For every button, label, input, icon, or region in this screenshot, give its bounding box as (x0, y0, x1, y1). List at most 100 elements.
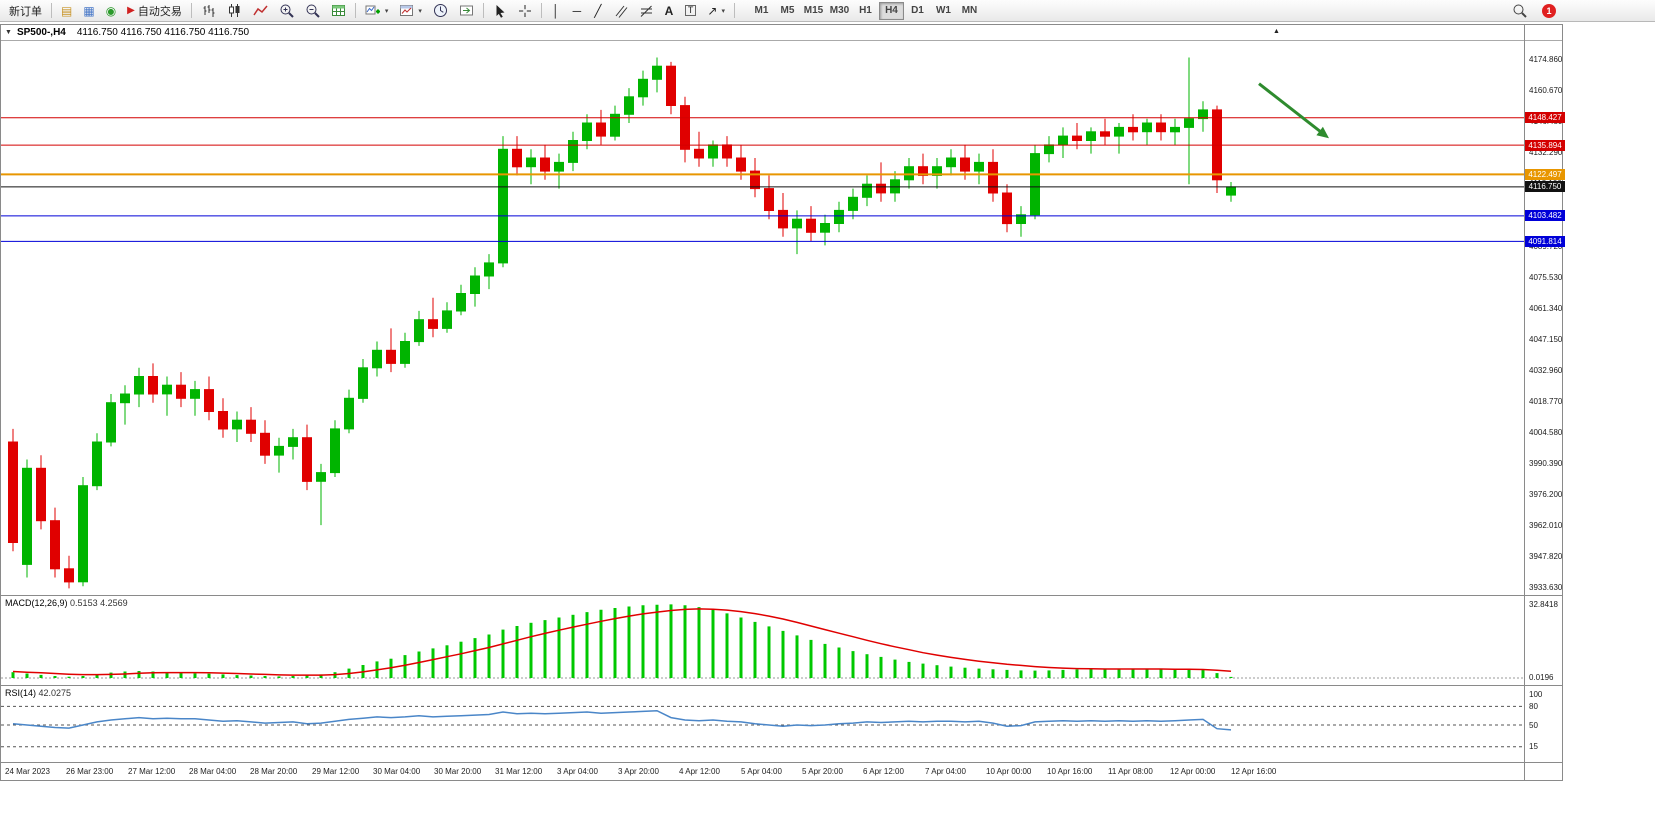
navigator-icon: ◉ (105, 3, 117, 18)
search-button[interactable] (1507, 1, 1532, 20)
data-window-button[interactable]: ▦ (78, 1, 99, 20)
macd-name: MACD(12,26,9) (5, 598, 68, 608)
price-chart-pane[interactable] (1, 40, 1524, 595)
time-axis-label: 3 Apr 20:00 (618, 767, 659, 776)
new-chart-button[interactable]: ▾ (360, 1, 394, 20)
time-axis-label: 29 Mar 12:00 (312, 767, 360, 776)
rsi-canvas[interactable] (1, 686, 1524, 762)
market-watch-icon: ▤ (61, 3, 73, 18)
time-axis-label: 31 Mar 12:00 (495, 767, 543, 776)
price-line-label[interactable]: 4091.814 (1525, 236, 1565, 247)
chart-shift-icon (459, 5, 473, 16)
trendline-button[interactable]: ╱ (588, 1, 608, 20)
price-tick: 4032.960 (1529, 366, 1563, 375)
text-tool-button[interactable]: A (659, 1, 679, 20)
new-order-button[interactable]: 新订单 (4, 1, 47, 20)
price-axis[interactable]: 4174.8604160.6704146.4804132.2904118.100… (1525, 25, 1565, 780)
fibonacci-icon (640, 5, 652, 17)
crosshair-icon (518, 4, 531, 17)
chart-symbol: SP500-,H4 (16, 27, 66, 38)
price-line-label[interactable]: 4116.750 (1525, 181, 1565, 192)
time-axis-label: 28 Mar 04:00 (189, 767, 237, 776)
table-icon (331, 5, 345, 16)
pane-divider[interactable] (1, 762, 1562, 763)
price-tick: 3947.820 (1529, 552, 1563, 561)
fibonacci-button[interactable] (634, 1, 658, 20)
horizontal-line-button[interactable]: ─ (567, 1, 587, 20)
dropdown-caret-icon: ▾ (418, 7, 422, 15)
zoom-out-button[interactable] (300, 1, 325, 20)
chart-menu-button[interactable]: ▼ (5, 29, 12, 36)
time-axis-label: 30 Mar 20:00 (434, 767, 482, 776)
time-axis-label: 24 Mar 2023 (5, 767, 50, 776)
macd-label: MACD(12,26,9) 0.5153 4.2569 (5, 598, 128, 608)
time-axis[interactable]: 24 Mar 2023 26 Mar 23:00 27 Mar 12:00 28 Ma… (1, 763, 1524, 782)
navigator-button[interactable]: ◉ (101, 1, 121, 20)
timeframe-button-d1[interactable]: D1 (905, 2, 930, 20)
chart-title-bar: ▼ SP500-,H4 4116.750 4116.750 4116.750 4… (1, 25, 1562, 40)
macd-pane[interactable]: MACD(12,26,9) 0.5153 4.2569 (1, 596, 1524, 685)
time-axis-label: 5 Apr 04:00 (741, 767, 782, 776)
pane-divider[interactable] (1, 595, 1562, 596)
timeframe-group: M1 M5 M15 M30 H1 H4 D1 W1 MN (749, 1, 982, 20)
macd-values: 0.5153 4.2569 (70, 598, 128, 608)
arrows-tool-icon: ↗ (707, 3, 718, 18)
price-line-label[interactable]: 4122.497 (1525, 169, 1565, 180)
time-axis-label: 4 Apr 12:00 (679, 767, 720, 776)
timeframe-button-mn[interactable]: MN (957, 2, 982, 20)
time-axis-label: 26 Mar 23:00 (66, 767, 114, 776)
toolbar-separator (733, 3, 735, 18)
timeframe-button-h4[interactable]: H4 (878, 1, 904, 20)
price-line-label[interactable]: 4103.482 (1525, 210, 1565, 221)
crosshair-button[interactable] (513, 1, 537, 20)
time-axis-label: 10 Apr 00:00 (986, 767, 1032, 776)
zoom-in-button[interactable] (274, 1, 299, 20)
price-line-label[interactable]: 4135.894 (1525, 140, 1565, 151)
timeframe-button-m15[interactable]: M15 (801, 2, 826, 20)
candlestick-chart-button[interactable] (222, 1, 247, 20)
auto-scroll-button[interactable] (454, 1, 479, 20)
price-tick: 4132.290 (1529, 148, 1563, 157)
label-tool-button[interactable]: T (680, 1, 702, 20)
vertical-line-button[interactable]: │ (546, 1, 566, 20)
price-line-label[interactable]: 4148.427 (1525, 112, 1565, 123)
timeframe-button-m1[interactable]: M1 (749, 2, 774, 20)
period-clock-button[interactable] (428, 1, 453, 20)
auto-trading-button[interactable]: ▶ 自动交易 (122, 1, 187, 20)
toolbar-separator (482, 3, 484, 18)
macd-canvas[interactable] (1, 596, 1524, 685)
profiles-button[interactable]: ▾ (394, 1, 427, 20)
zoom-in-icon (280, 4, 294, 18)
bar-chart-icon (203, 5, 215, 17)
arrows-tool-button[interactable]: ↗ ▾ (702, 1, 730, 20)
vertical-line-icon: │ (552, 3, 560, 18)
search-icon (1513, 4, 1527, 18)
strategy-tester-button[interactable] (326, 1, 351, 20)
trendline-icon: ╱ (594, 3, 602, 18)
horizontal-line-icon: ─ (572, 3, 582, 18)
price-chart-canvas[interactable] (1, 40, 1524, 595)
zoom-out-icon (306, 4, 320, 18)
timeframe-button-h1[interactable]: H1 (853, 2, 878, 20)
pane-divider[interactable] (1, 685, 1562, 686)
channel-button[interactable] (609, 1, 633, 20)
timeframe-button-w1[interactable]: W1 (931, 2, 956, 20)
bar-chart-button[interactable] (196, 1, 221, 20)
rsi-axis-label: 80 (1529, 702, 1538, 711)
chart-shift-marker-icon[interactable]: ▲ (1273, 28, 1280, 35)
line-chart-button[interactable] (248, 1, 273, 20)
cursor-button[interactable] (488, 1, 512, 20)
data-window-icon: ▦ (83, 3, 95, 18)
toolbar-right-group: 1 (1507, 1, 1556, 20)
price-tick: 3933.630 (1529, 583, 1563, 592)
rsi-pane[interactable]: RSI(14) 42.0275 (1, 686, 1524, 762)
timeframe-button-m30[interactable]: M30 (827, 2, 852, 20)
macd-axis-label: 0.0196 (1529, 673, 1554, 682)
timeframe-button-m5[interactable]: M5 (775, 2, 800, 20)
rsi-name: RSI(14) (5, 688, 37, 698)
market-watch-button[interactable]: ▤ (56, 1, 77, 20)
channel-icon (615, 5, 628, 18)
notification-badge[interactable]: 1 (1542, 3, 1556, 18)
rsi-axis-label: 50 (1529, 721, 1538, 730)
